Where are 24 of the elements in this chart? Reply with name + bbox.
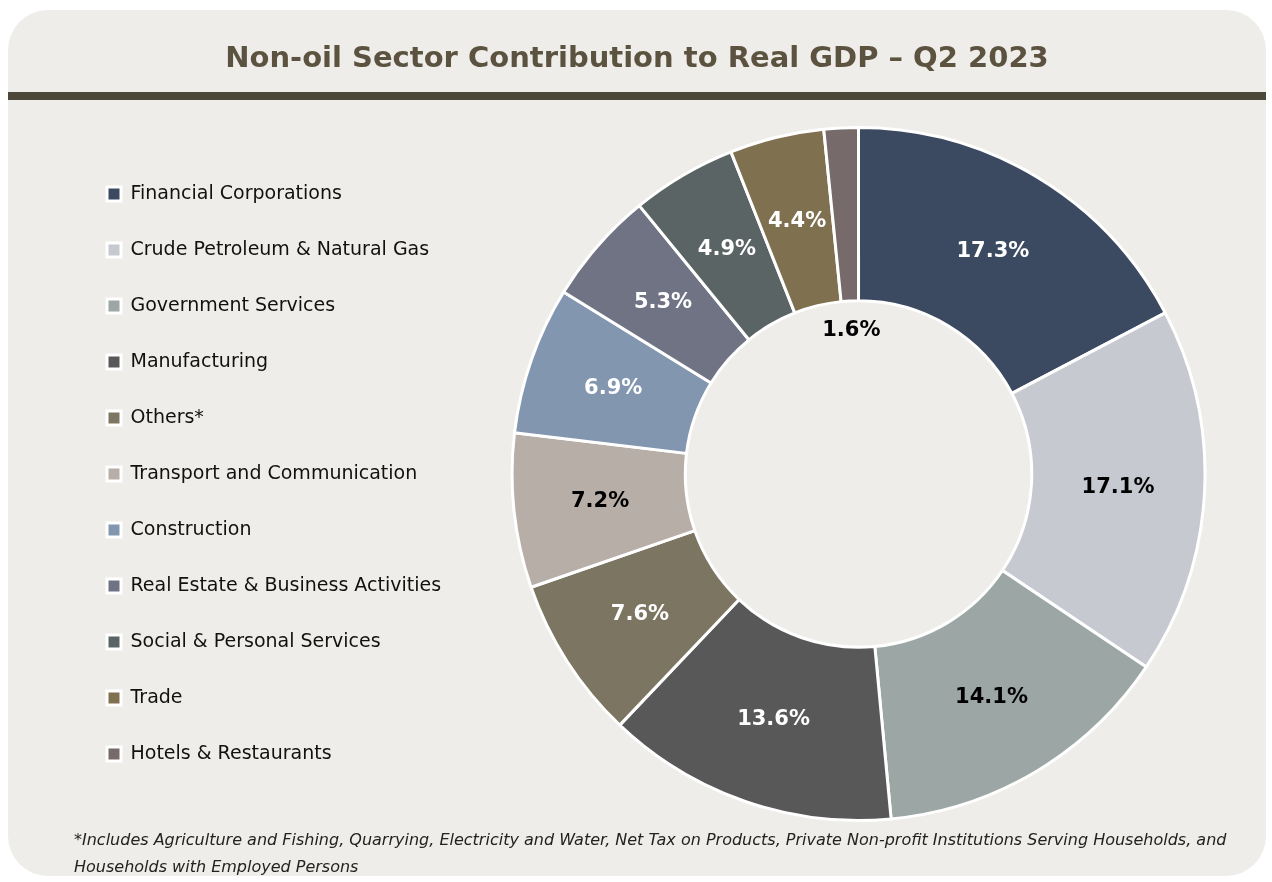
legend-label: Social & Personal Services (130, 628, 381, 651)
data-label: 7.6% (610, 601, 670, 626)
data-label: 4.9% (697, 236, 757, 261)
legend-label: Government Services (130, 292, 336, 315)
legend-label: Manufacturing (130, 348, 269, 371)
chart-title: Non-oil Sector Contribution to Real GDP – Q2 2023 (224, 40, 1050, 74)
data-label: 13.6% (737, 706, 810, 731)
data-label: 5.3% (633, 289, 693, 314)
data-label: 17.3% (956, 238, 1030, 263)
legend-label: Others* (130, 404, 204, 427)
data-label: 1.6% (822, 317, 881, 342)
legend-label: Hotels & Restaurants (130, 740, 332, 763)
data-label: 14.1% (955, 683, 1028, 708)
text: *Includes Agriculture and Fishing, Quarrying, Electricity and Water, Net Tax on Products, Private Non-profit Institutions Serving Households, and Households with Employed Persons (74, 829, 1228, 878)
data-label: 7.2% (571, 488, 630, 513)
data-label: 17.1% (1081, 474, 1155, 499)
data-label: 6.9% (584, 374, 643, 399)
data-label: 4.4% (767, 207, 827, 232)
legend-label: Transport and Communication (129, 460, 418, 483)
legend-label: Trade (129, 684, 183, 707)
legend-label: Real Estate & Business Activities (130, 572, 442, 595)
legend-label: Crude Petroleum & Natural Gas (130, 236, 430, 259)
legend-label: Construction (130, 516, 252, 539)
legend-label: Financial Corporations (130, 180, 342, 203)
